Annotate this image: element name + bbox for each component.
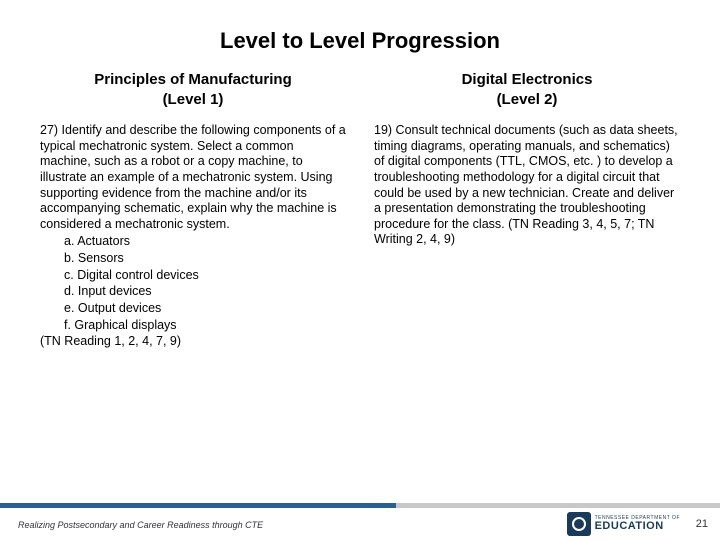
slide-title: Level to Level Progression <box>40 28 680 54</box>
left-column-body: 27) Identify and describe the following … <box>40 123 346 350</box>
page-number: 21 <box>696 518 708 530</box>
component-list: a. Actuators b. Sensors c. Digital contr… <box>40 234 346 333</box>
footer: Realizing Postsecondary and Career Readi… <box>0 506 720 540</box>
list-item: d. Input devices <box>64 284 346 300</box>
logo-text-big: EDUCATION <box>595 521 680 532</box>
logo-mark-icon <box>567 512 591 536</box>
left-intro-text: 27) Identify and describe the following … <box>40 123 346 231</box>
right-column-body: 19) Consult technical documents (such as… <box>374 123 680 248</box>
footer-tagline: Realizing Postsecondary and Career Readi… <box>18 520 263 530</box>
list-item: f. Graphical displays <box>64 318 346 334</box>
list-item: e. Output devices <box>64 301 346 317</box>
list-item: c. Digital control devices <box>64 268 346 284</box>
logo-text: TENNESSEE DEPARTMENT OF EDUCATION <box>595 516 680 532</box>
left-standards: (TN Reading 1, 2, 4, 7, 9) <box>40 334 181 348</box>
left-column-header: Principles of Manufacturing (Level 1) <box>40 70 346 109</box>
two-column-layout: Principles of Manufacturing (Level 1) 27… <box>40 70 680 540</box>
left-column: Principles of Manufacturing (Level 1) 27… <box>40 70 346 540</box>
list-item: b. Sensors <box>64 251 346 267</box>
right-column: Digital Electronics (Level 2) 19) Consul… <box>374 70 680 540</box>
slide-container: Level to Level Progression Principles of… <box>0 0 720 540</box>
right-column-header: Digital Electronics (Level 2) <box>374 70 680 109</box>
list-item: a. Actuators <box>64 234 346 250</box>
footer-logo: TENNESSEE DEPARTMENT OF EDUCATION <box>567 512 680 536</box>
